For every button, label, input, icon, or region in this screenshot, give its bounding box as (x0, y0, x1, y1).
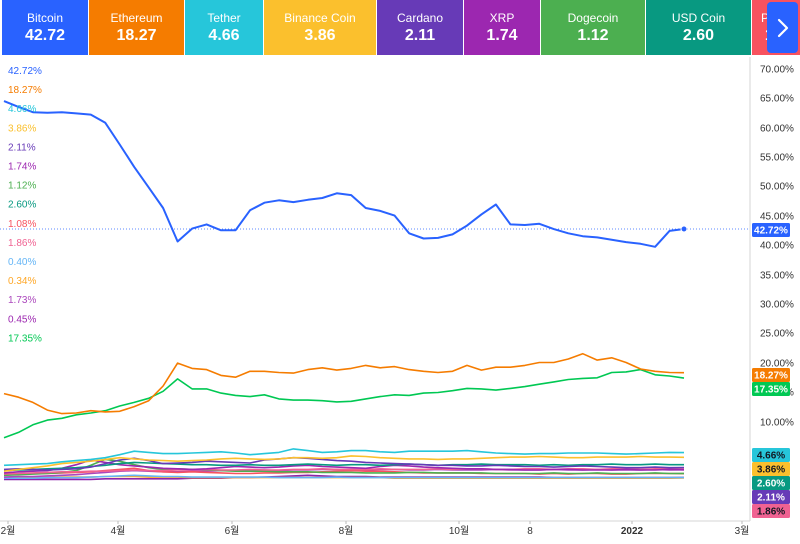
x-tick-label: 2월 (1, 525, 16, 537)
tab-value: 2.60 (682, 27, 715, 44)
y-tick-label: 25.00% (760, 329, 794, 340)
price-badge-label: 4.66% (757, 451, 785, 462)
x-tick-label: 2022 (621, 526, 644, 537)
y-tick-label: 70.00% (760, 65, 794, 76)
y-tick-label: 65.00% (760, 94, 794, 105)
legend-item: 3.86% (8, 123, 36, 134)
legend-item: 1.86% (8, 238, 36, 249)
legend-item: 1.08% (8, 219, 36, 230)
price-badge-label: 2.60% (757, 479, 785, 490)
price-badges: 42.72% 18.27% 17.35% 4.66% 3.86% 2.60% 2.11% 1.… (752, 223, 790, 518)
price-badge-label: 17.35% (754, 385, 788, 396)
legend-item: 17.35% (8, 333, 42, 344)
series-line-12 (4, 474, 684, 480)
x-tick-label: 6월 (225, 525, 240, 537)
y-tick-label: 50.00% (760, 182, 794, 193)
legend-item: 0.40% (8, 257, 36, 268)
x-tick-label: 4월 (111, 525, 126, 537)
tab-value: 1.12 (577, 27, 609, 44)
price-badge-label: 2.11% (757, 493, 785, 504)
series-line-3 (3, 448, 685, 467)
price-badge: 3.86% (752, 462, 790, 476)
y-tick-label: 10.00% (760, 418, 794, 429)
series-line-4 (3, 455, 685, 472)
price-badge: 2.11% (752, 490, 790, 504)
tab-xrp[interactable]: XRP 1.74 (464, 0, 540, 55)
tab-usd-coin[interactable]: USD Coin 2.60 (646, 0, 751, 55)
series-line-2 (3, 368, 685, 439)
tab-tether[interactable]: Tether 4.66 (185, 0, 263, 55)
legend-item: 0.45% (8, 314, 36, 325)
tab-name: XRP (489, 11, 515, 25)
legend-item: 18.27% (8, 85, 42, 96)
series-line-6 (3, 461, 684, 472)
y-tick-label: 45.00% (760, 212, 794, 223)
tab-name: Tether (207, 11, 241, 25)
chevron-right-icon (777, 18, 788, 37)
tab-value: 4.66 (208, 27, 240, 44)
tab-name: USD Coin (671, 11, 726, 25)
tab-name: Cardano (396, 11, 444, 25)
price-badge-label: 42.72% (754, 226, 788, 237)
tab-dogecoin[interactable]: Dogecoin 1.12 (541, 0, 645, 55)
legend-item: 42.72% (8, 66, 42, 77)
legend-item: 4.66% (8, 104, 36, 115)
y-tick-label: 35.00% (760, 271, 794, 282)
tab-value: 42.72 (24, 27, 66, 44)
tab-value: 3.86 (304, 27, 336, 44)
y-tick-label: 30.00% (760, 300, 794, 311)
legend-item: 2.11% (8, 142, 36, 153)
series-line-0 (3, 100, 685, 248)
tab-name: Binance Coin (284, 11, 356, 25)
last-point-marker (680, 225, 688, 233)
price-badge: 17.35% (752, 382, 790, 396)
tab-binance-coin[interactable]: Binance Coin 3.86 (264, 0, 376, 55)
coin-tab-bar: Bitcoin 42.72 Ethereum 18.27 Tether 4.66 Binan… (0, 0, 800, 55)
tab-cardano[interactable]: Cardano 2.11 (377, 0, 463, 55)
price-badge: 2.60% (752, 476, 790, 490)
y-tick-label: 60.00% (760, 124, 794, 135)
price-badge-label: 1.86% (757, 507, 785, 518)
price-badge: 1.86% (752, 504, 790, 518)
tab-name: Bitcoin (26, 11, 64, 25)
tab-bitcoin[interactable]: Bitcoin 42.72 (2, 0, 88, 55)
legend-item: 1.73% (8, 295, 36, 306)
next-tabs-button[interactable] (767, 2, 798, 53)
tab-value: 2.11 (404, 27, 436, 44)
price-badge-label: 18.27% (754, 371, 788, 382)
legend: 42.72% 18.27% 4.66% 3.86% 2.11% 1.74% 1.12% 2.6… (8, 66, 42, 344)
y-tick-label: 20.00% (760, 359, 794, 370)
price-badge: 42.72% (752, 223, 790, 237)
tab-ethereum[interactable]: Ethereum 18.27 (89, 0, 184, 55)
y-tick-label: 55.00% (760, 153, 794, 164)
legend-item: 0.34% (8, 276, 36, 287)
price-badge: 18.27% (752, 368, 790, 382)
legend-item: 2.60% (8, 200, 36, 211)
tab-name: Dogecoin (567, 11, 619, 25)
x-tick-label: 3월 (735, 525, 750, 537)
legend-item: 1.12% (8, 181, 36, 192)
x-tick-label: 10월 (449, 525, 469, 537)
series-lines (3, 100, 688, 481)
x-tick-label: 8월 (339, 525, 354, 537)
x-tick-label: 8 (527, 526, 533, 537)
y-tick-label: 40.00% (760, 241, 794, 252)
tab-value: 18.27 (116, 27, 157, 44)
price-badge: 4.66% (752, 448, 790, 462)
price-badge-label: 3.86% (757, 465, 785, 476)
tab-name: Ethereum (110, 11, 163, 25)
series-line-1 (3, 352, 685, 415)
chart-frame (0, 57, 751, 522)
series-line-5 (3, 456, 685, 471)
x-axis: 2월 4월 6월 8월 10월 8 2022 3월 (1, 521, 750, 537)
tab-value: 1.74 (486, 27, 518, 44)
legend-item: 1.74% (8, 162, 36, 173)
